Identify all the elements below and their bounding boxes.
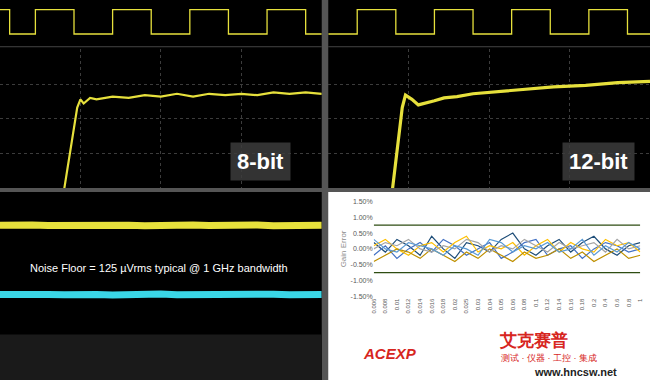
svg-text:0.6: 0.6 [614, 298, 620, 307]
svg-text:Noise Floor = 125 µVrms typica: Noise Floor = 125 µVrms typical @ 1 GHz … [30, 262, 288, 274]
svg-text:0.02: 0.02 [452, 298, 458, 310]
svg-text:0.014: 0.014 [417, 298, 423, 314]
svg-text:0.06: 0.06 [510, 298, 516, 310]
svg-text:艾克赛普: 艾克赛普 [499, 330, 568, 350]
svg-text:0.018: 0.018 [440, 298, 446, 314]
svg-text:www.hncsw.net: www.hncsw.net [534, 366, 617, 378]
svg-text:1.00%: 1.00% [353, 214, 373, 221]
svg-text:0.16: 0.16 [568, 298, 574, 310]
svg-text:1: 1 [637, 298, 643, 302]
svg-text:0.03: 0.03 [475, 298, 481, 310]
svg-text:0.1: 0.1 [533, 298, 539, 307]
svg-text:0.006: 0.006 [371, 298, 377, 314]
svg-text:Gain Error: Gain Error [339, 230, 348, 267]
svg-text:-1.00%: -1.00% [351, 277, 373, 284]
svg-text:0.4: 0.4 [602, 298, 608, 307]
svg-text:0.04: 0.04 [487, 298, 493, 310]
svg-text:0.00%: 0.00% [353, 245, 373, 252]
svg-text:0.012: 0.012 [405, 298, 411, 314]
svg-text:0.8: 0.8 [626, 298, 632, 307]
svg-text:-1.50%: -1.50% [351, 293, 373, 300]
svg-text:8-bit: 8-bit [237, 149, 284, 174]
svg-text:0.12: 0.12 [545, 298, 551, 310]
svg-text:1.50%: 1.50% [353, 198, 373, 205]
svg-text:0.025: 0.025 [463, 298, 469, 314]
svg-text:测试 · 仪器 · 工控 · 集成: 测试 · 仪器 · 工控 · 集成 [501, 353, 597, 363]
svg-text:12-bit: 12-bit [569, 149, 628, 174]
svg-text:0.008: 0.008 [382, 298, 388, 314]
svg-text:-0.50%: -0.50% [351, 261, 373, 268]
svg-text:0.08: 0.08 [521, 298, 527, 310]
svg-text:0.2: 0.2 [591, 298, 597, 307]
svg-text:0.50%: 0.50% [353, 230, 373, 237]
svg-text:0.05: 0.05 [498, 298, 504, 310]
svg-text:0.14: 0.14 [556, 298, 562, 310]
svg-text:0.01: 0.01 [394, 298, 400, 310]
svg-text:0.016: 0.016 [429, 298, 435, 314]
svg-text:0.18: 0.18 [579, 298, 585, 310]
svg-text:ACEXP: ACEXP [363, 345, 417, 362]
